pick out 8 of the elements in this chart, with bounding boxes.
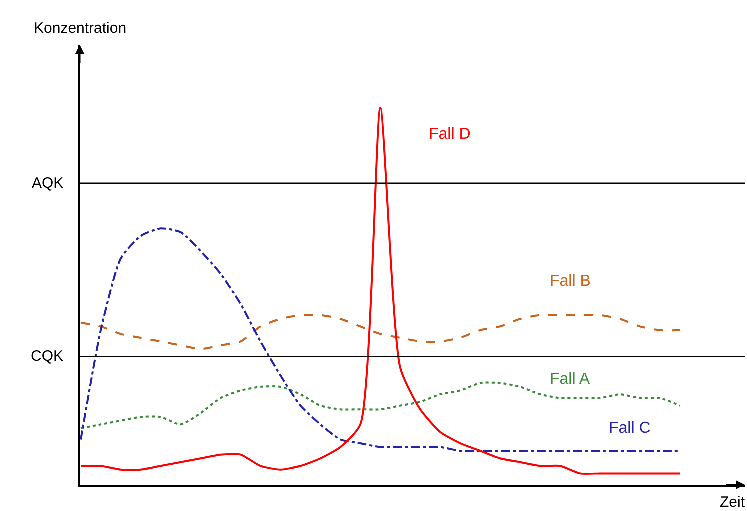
series-label: Fall A — [550, 371, 590, 388]
y-axis-title: Konzentration — [34, 20, 127, 37]
ref-line-label: CQK — [31, 348, 64, 365]
series-label: Fall C — [609, 420, 651, 437]
text: Fall D — [429, 126, 471, 143]
x-axis-title: Zeit — [720, 494, 746, 511]
ref-line-label: AQK — [32, 175, 64, 192]
series-label: Fall B — [550, 273, 591, 290]
